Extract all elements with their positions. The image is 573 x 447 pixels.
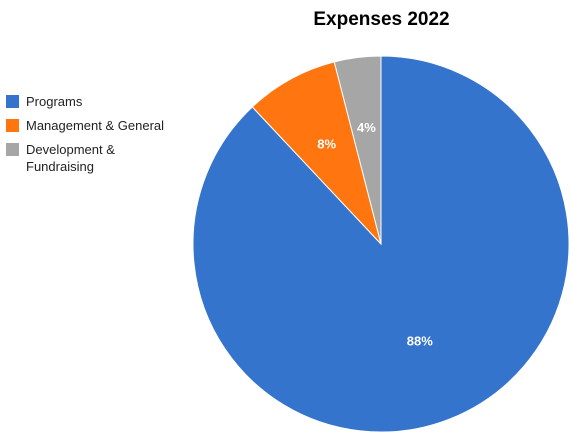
legend: Programs Management & General Developmen… <box>6 93 186 182</box>
chart-title: Expenses 2022 <box>313 9 450 30</box>
legend-item-management-general[interactable]: Management & General <box>6 117 186 134</box>
legend-label-programs: Programs <box>26 94 83 109</box>
pie-data-labels: 88% 8% 4% <box>317 120 433 349</box>
legend-swatch-management-general <box>6 119 19 132</box>
legend-swatch-programs <box>6 95 19 108</box>
pie-slice-development-fundraising[interactable] <box>333 55 382 245</box>
legend-item-development-fundraising[interactable]: Development & Fundraising <box>6 141 186 175</box>
data-label-programs: 88% <box>407 333 433 348</box>
legend-label-management-general: Management & General <box>26 118 165 133</box>
legend-swatch-development-fundraising <box>6 143 19 156</box>
data-label-management-general: 8% <box>317 137 336 152</box>
legend-label-development-fundraising: Development & Fundraising <box>26 142 115 174</box>
legend-item-programs[interactable]: Programs <box>6 93 186 110</box>
pie-slices <box>192 55 570 433</box>
data-label-development-fundraising: 4% <box>357 120 376 135</box>
pie-slice-management-general[interactable] <box>251 61 382 245</box>
